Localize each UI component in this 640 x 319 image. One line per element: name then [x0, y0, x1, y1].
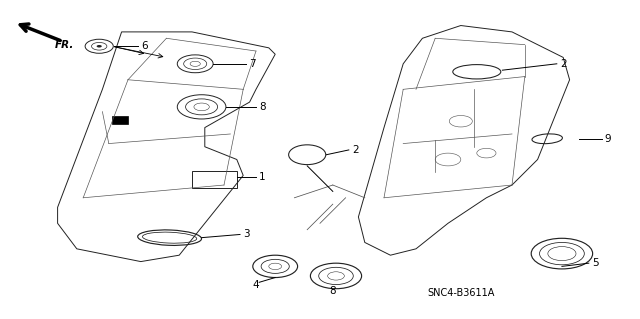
Text: 4: 4: [253, 279, 259, 290]
Text: 2: 2: [560, 59, 566, 69]
Text: SNC4-B3611A: SNC4-B3611A: [427, 288, 495, 299]
Text: 9: 9: [605, 134, 611, 144]
Text: FR.: FR.: [54, 40, 74, 50]
Text: 8: 8: [330, 286, 336, 296]
Text: 3: 3: [243, 229, 250, 240]
Bar: [112, 116, 128, 124]
Bar: [192, 171, 237, 188]
Text: 8: 8: [259, 102, 266, 112]
Text: 5: 5: [592, 258, 598, 268]
Text: 1: 1: [259, 172, 266, 182]
Text: 2: 2: [352, 145, 358, 155]
Text: 7: 7: [250, 59, 256, 69]
Text: 6: 6: [141, 41, 147, 51]
Circle shape: [97, 45, 102, 48]
